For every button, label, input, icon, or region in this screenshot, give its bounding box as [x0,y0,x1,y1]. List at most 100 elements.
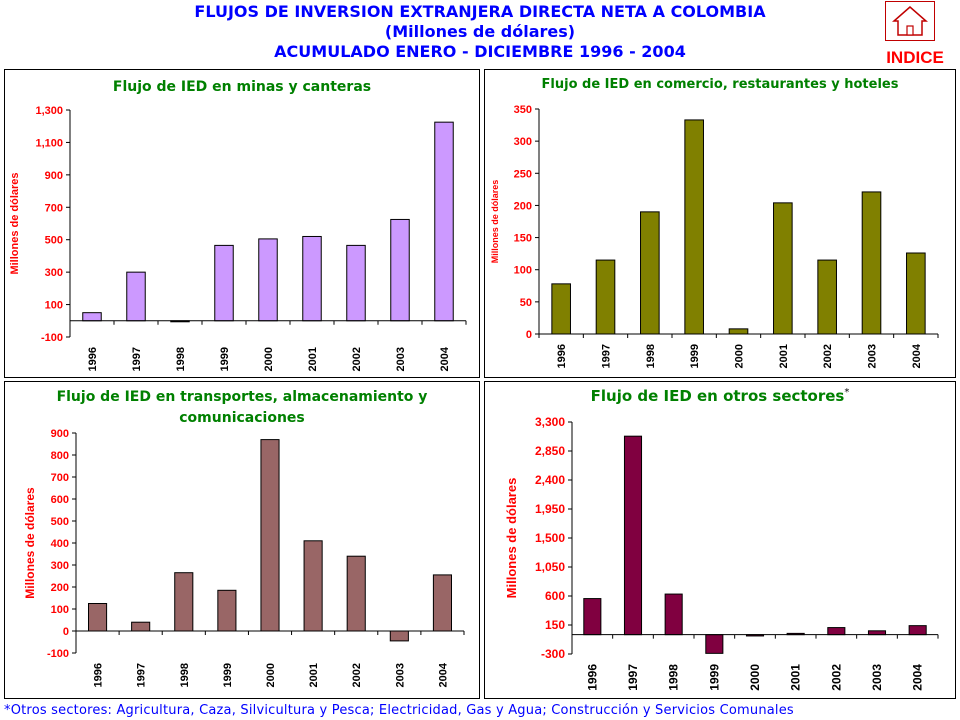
y-tick-label: 2,400 [535,473,565,487]
bar-2000 [728,328,749,335]
home-button[interactable] [885,1,935,41]
bar-1997 [623,435,643,636]
y-tick-label: 600 [545,589,565,603]
bar-2002 [817,259,837,335]
x-tick-label: 2004 [437,662,449,687]
bar-2003 [867,630,887,636]
bar-1998 [174,572,194,632]
y-tick-label: 150 [514,233,532,245]
x-tick-label: 1999 [219,347,231,371]
y-tick-label: 700 [45,202,63,214]
chart-minas-canteras-svg: Flujo de IED en minas y canteras -100 100 3… [4,69,480,378]
x-tick-label: 2002 [829,664,843,691]
x-tick-label: 2001 [778,344,790,368]
bar-2004 [434,121,454,322]
chart-title: Flujo de IED en transportes, almacenamie… [57,389,428,405]
y-axis-label: Millones de dólares [23,487,37,599]
y-tick-label: 900 [51,428,69,440]
x-tick-label: 2003 [870,664,884,691]
y-axis-label: Millones de dólares [504,478,519,599]
chart-title: Flujo de IED en otros sectores* [591,387,850,405]
x-tick-label: 2003 [867,344,879,368]
bar-2002 [346,555,366,632]
x-tick-label: 1997 [601,344,613,368]
bar-1996 [551,283,571,335]
x-tick-label: 1997 [626,664,640,691]
y-tick-label: 0 [63,626,69,638]
y-tick-label: 2,850 [535,444,565,458]
x-tick-label: 1996 [556,344,568,368]
main-subtitle-period: ACUMULADO ENERO - DICIEMBRE 1996 - 2004 [274,42,686,61]
y-tick-label: 250 [514,168,532,180]
x-tick-label: 2000 [734,344,746,368]
x-tick-label: 1997 [131,347,143,371]
footnote: *Otros sectores: Agricultura, Caza, Silv… [4,703,794,718]
x-tick-label: 1999 [689,344,701,368]
x-tick-label: 1999 [222,663,234,687]
y-tick-label: 1,950 [535,502,565,516]
bar-1997 [131,621,151,632]
bar-2001 [302,235,322,322]
y-tick-label: 300 [514,136,532,148]
chart-transportes: Flujo de IED en transportes, almacenamie… [4,381,480,699]
main-subtitle-units: (Millones de dólares) [384,22,576,41]
y-tick-label: 200 [51,582,69,594]
bar-1996 [82,312,102,322]
x-tick-label: 2000 [263,347,275,371]
bar-1999 [684,119,704,335]
x-tick-label: 2003 [394,663,406,687]
bar-2004 [906,252,926,335]
chart-frame [4,381,480,699]
y-tick-label: 300 [51,560,69,572]
y-tick-label: -300 [541,647,565,661]
bar-2000 [258,238,278,322]
y-axis-label: Millones de dólares [490,180,500,264]
chart-comercio: Flujo de IED en comercio, restaurantes y… [484,69,956,378]
bar-1998 [664,593,683,636]
chart-otros-sectores: Flujo de IED en otros sectores* -300 150 60… [484,381,956,699]
chart-comercio-svg: Flujo de IED en comercio, restaurantes y… [484,69,956,378]
y-tick-label: 100 [45,300,63,312]
x-tick-label: 2001 [789,664,803,691]
bar-1999 [214,244,234,322]
y-tick-label: 100 [51,604,69,616]
indice-link[interactable]: INDICE [886,48,944,67]
x-tick-label: 2001 [308,663,320,687]
y-axis-label: Millones de dólares [9,172,21,274]
bar-1997 [595,259,616,335]
x-tick-label: 2002 [351,663,363,687]
y-tick-label: 1,300 [35,105,63,117]
x-tick-label: 2002 [351,347,363,371]
bar-2001 [773,202,793,335]
x-tick-label: 1996 [87,347,99,371]
y-tick-label: 600 [51,494,69,506]
bar-2002 [827,627,846,636]
bar-1999 [217,589,237,632]
y-tick-label: 500 [45,235,63,247]
y-tick-label: 100 [514,265,532,277]
x-tick-label: 1998 [667,664,681,691]
y-tick-label: 900 [45,170,63,182]
bar-2001 [303,540,323,632]
y-tick-label: 350 [514,104,532,116]
bar-1998 [640,211,660,335]
y-tick-label: 0 [526,329,532,341]
bar-1996 [583,598,602,636]
bar-2000 [260,439,280,632]
x-tick-label: 2000 [265,663,277,687]
x-tick-label: 2001 [307,347,319,371]
x-tick-label: 1999 [707,664,721,691]
y-tick-label: 200 [514,200,532,212]
x-tick-label: 2002 [822,344,834,368]
chart-title: Flujo de IED en comercio, restaurantes y… [542,77,899,92]
y-tick-label: 1,500 [535,531,565,545]
chart-title: comunicaciones [179,410,305,426]
x-tick-label: 2000 [748,664,762,691]
y-tick-label: 400 [51,538,69,550]
chart-otros-sectores-svg: Flujo de IED en otros sectores* -300 150 60… [484,381,956,699]
bar-1999 [705,634,724,654]
x-tick-label: 1997 [136,663,148,687]
y-tick-label: 700 [51,472,69,484]
bar-2003 [389,630,409,642]
y-tick-label: -100 [41,332,63,344]
